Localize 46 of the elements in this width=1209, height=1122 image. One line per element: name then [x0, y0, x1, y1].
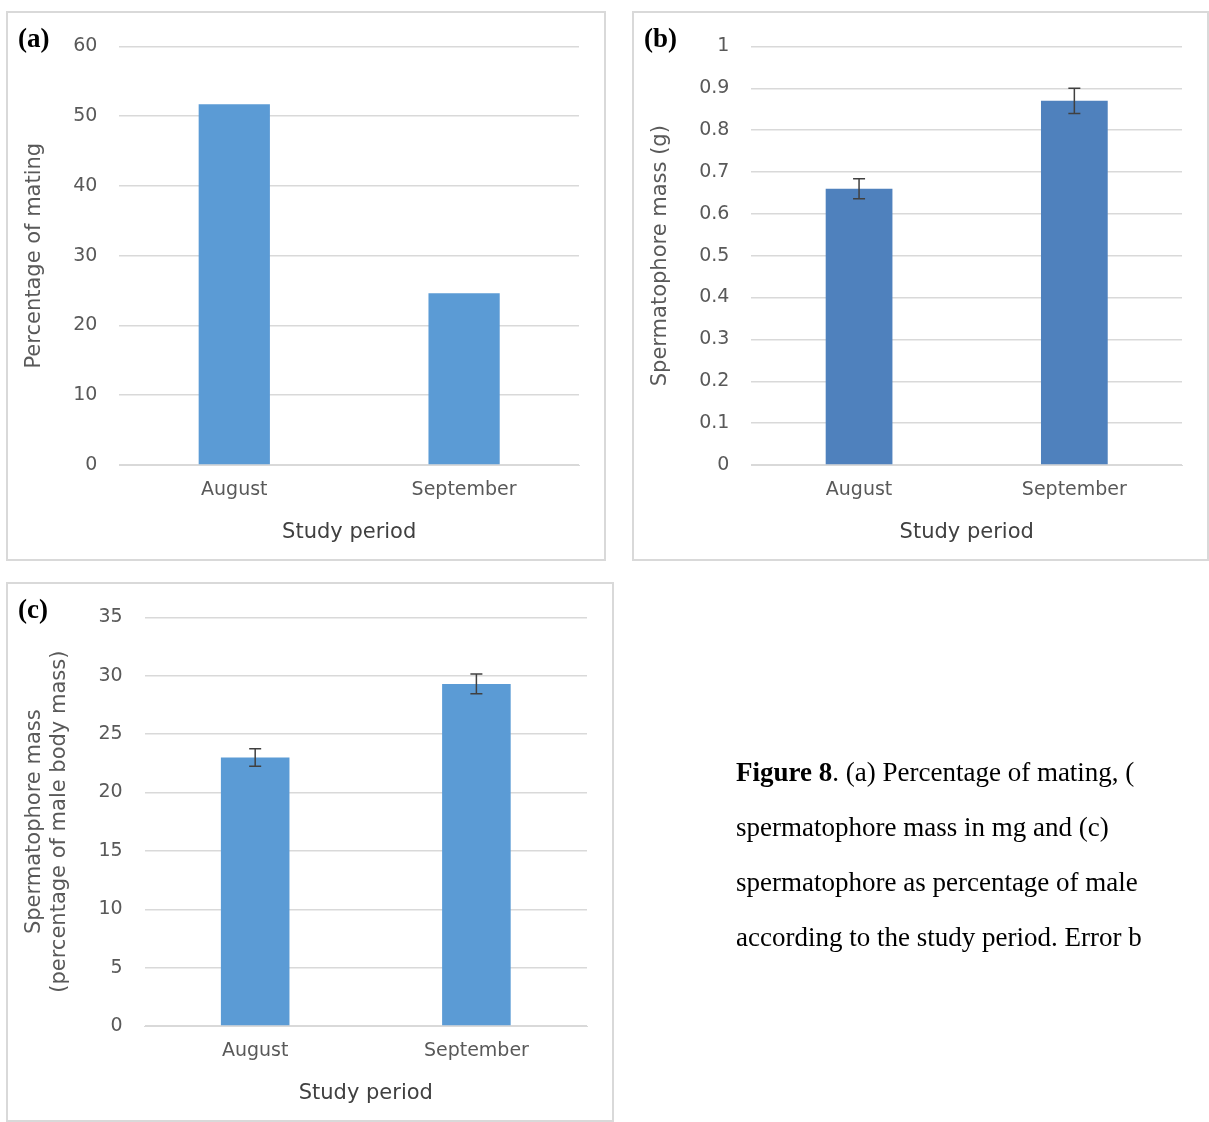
- x-tick-label: August: [825, 477, 893, 500]
- y-axis-title: Spermatophore mass (g): [647, 125, 672, 387]
- text: Figure 8: [736, 757, 833, 787]
- y-tick-label: 0: [85, 451, 98, 474]
- y-tick-label: 0.7: [699, 158, 730, 181]
- x-tick-label: September: [423, 1038, 530, 1061]
- y-tick-label: 20: [98, 779, 123, 802]
- y-tick-label: 35: [98, 604, 123, 627]
- y-axis-title: Spermatophore mass (percentage of male body mass): [21, 650, 71, 993]
- y-tick-label: 10: [73, 382, 98, 405]
- y-tick-label: 0.5: [699, 242, 730, 265]
- chart-title: (b): [644, 23, 677, 54]
- y-tick-label: 0.1: [699, 410, 730, 433]
- text: spermatophore mass in mg and (c): [736, 812, 1109, 842]
- y-tick-label: 10: [98, 896, 123, 919]
- y-tick-label: 40: [73, 172, 98, 195]
- x-axis-title: Study period: [899, 518, 1034, 543]
- y-tick-label: 15: [98, 837, 123, 860]
- y-tick-label: 0.8: [699, 117, 730, 140]
- y-tick-label: 5: [110, 954, 123, 977]
- y-axis-title: Percentage of mating: [21, 142, 46, 369]
- y-tick-label: 50: [73, 103, 98, 126]
- y-tick-label: 0.9: [699, 75, 730, 98]
- y-tick-label: 30: [73, 242, 98, 265]
- x-tick-label: September: [411, 477, 517, 500]
- x-tick-label: August: [221, 1038, 289, 1061]
- chart-title: (c): [18, 594, 48, 625]
- x-axis-title: Study period: [282, 518, 417, 543]
- y-tick-label: 0: [110, 1012, 123, 1035]
- y-tick-label: 0.4: [699, 284, 730, 307]
- y-tick-label: 1: [717, 33, 730, 56]
- text: according to the study period. Error b: [736, 922, 1142, 952]
- y-tick-label: 0.3: [699, 326, 730, 349]
- y-tick-label: 25: [98, 721, 123, 744]
- y-tick-label: 0: [717, 451, 730, 474]
- text: spermatophore as percentage of male: [736, 867, 1138, 897]
- y-tick-label: 30: [98, 662, 123, 685]
- text: . (a) Percentage of mating, (: [832, 757, 1135, 787]
- x-tick-label: September: [1021, 477, 1128, 500]
- y-tick-label: 0.6: [699, 200, 730, 223]
- x-tick-label: August: [201, 477, 268, 500]
- y-tick-label: 0.2: [699, 368, 730, 391]
- y-tick-label: 20: [73, 312, 98, 335]
- chart-title: (a): [18, 23, 50, 54]
- x-axis-title: Study period: [298, 1079, 433, 1104]
- y-tick-label: 60: [73, 33, 98, 56]
